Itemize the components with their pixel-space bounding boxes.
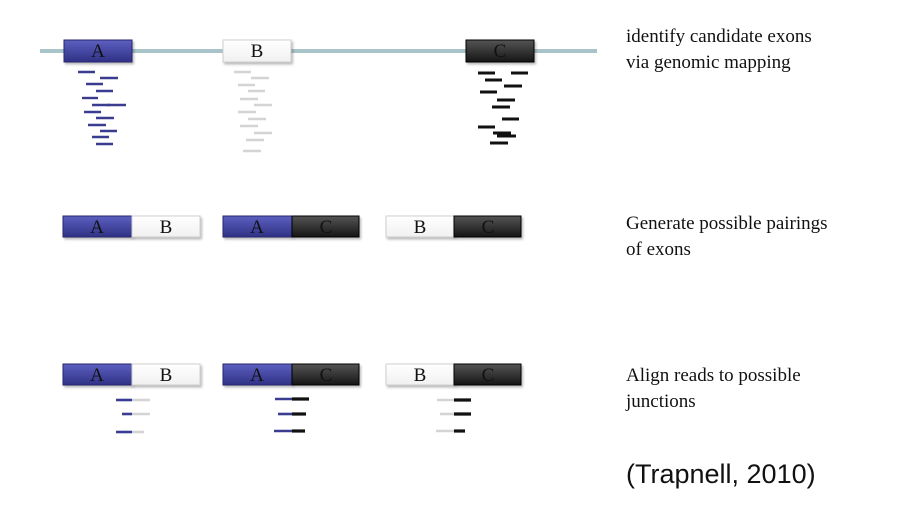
pairing-a-b-label-b: B (160, 217, 173, 238)
step-1-caption: identify candidate exons via genomic map… (626, 24, 812, 76)
pairing-a-b: A B (62, 215, 201, 238)
exon-a-label: A (91, 41, 105, 62)
step-3-caption: Align reads to possible junctions (626, 363, 801, 415)
step-2-caption: Generate possible pairings of exons (626, 211, 828, 263)
reads-exon-a (78, 70, 126, 146)
step-1-line-1: identify candidate exons (626, 26, 812, 47)
pairing-a-c: A C (222, 215, 360, 238)
citation: (Trapnell, 2010) (626, 459, 816, 489)
reads-exon-b (234, 70, 272, 153)
exon-a-genomic: A (63, 39, 133, 63)
step-3-line-1: Align reads to possible (626, 365, 801, 386)
pairing-a-c-label-c: C (320, 217, 333, 238)
step-1-line-2: via genomic mapping (626, 52, 791, 73)
pairing-b-c-label-c: C (482, 217, 495, 238)
pairing-b-c-label-b: B (414, 217, 427, 238)
junction-a-c-label-c: C (320, 365, 333, 386)
junction-b-c-label-b: B (414, 365, 427, 386)
junction-a-c: A C (222, 363, 360, 386)
step-2-line-1: Generate possible pairings (626, 213, 828, 234)
junction-a-b-label-a: A (90, 365, 104, 386)
exon-b-label: B (251, 41, 264, 62)
pairing-b-c: B C (385, 215, 522, 238)
junction-b-c-label-c: C (482, 365, 495, 386)
pairing-a-b-label-a: A (90, 217, 104, 238)
step-2-line-2: of exons (626, 239, 691, 260)
junction-reads (116, 397, 471, 434)
reads-exon-c (478, 71, 528, 145)
exon-b-genomic: B (222, 39, 292, 63)
junction-a-c-label-a: A (250, 365, 264, 386)
junction-b-c: B C (385, 363, 522, 386)
step-3-line-2: junctions (626, 391, 696, 412)
exon-c-label: C (494, 41, 507, 62)
junction-a-b: A B (62, 363, 201, 386)
exon-c-genomic: C (465, 39, 535, 63)
pairing-a-c-label-a: A (250, 217, 264, 238)
junction-a-b-label-b: B (160, 365, 173, 386)
